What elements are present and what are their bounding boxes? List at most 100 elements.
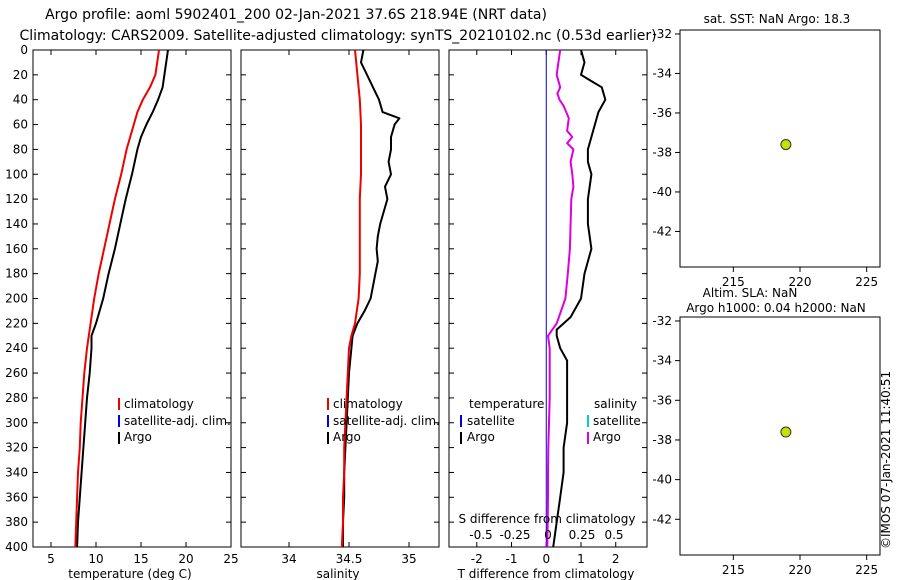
s-tick: 0.5 xyxy=(604,528,623,542)
salinity-axes: 34 34.5 35 xyxy=(241,49,439,566)
legend-label-argo: Argo xyxy=(124,430,152,444)
temperature-axes: 0 20 40 60 80 100 120 140 160 180 200 220 240 260 280 3… xyxy=(5,43,239,566)
x-tick-label: 5 xyxy=(47,552,55,566)
y-tick-label: 20 xyxy=(13,68,28,82)
sst-map-axes: -32 -34 -36 -38 -40 -42 215 220 225 xyxy=(652,27,878,289)
y-tick-label: 200 xyxy=(5,292,28,306)
series-line-climatology xyxy=(74,49,160,548)
y-tick-label: 260 xyxy=(5,366,28,380)
series-line-argo xyxy=(342,49,401,547)
x-tick-label: 35 xyxy=(401,552,416,566)
salinity-panel-frame xyxy=(240,49,440,548)
y-tick-label: 240 xyxy=(5,341,28,355)
difference-legend: temperature satellite Argo salinity sate… xyxy=(460,397,641,444)
map-y-tick-label: -36 xyxy=(652,106,672,120)
y-tick-label: 300 xyxy=(5,416,28,430)
legend-swatch-argo xyxy=(118,432,120,444)
legend-swatch-climatology xyxy=(327,398,329,410)
x-tick-label: 1 xyxy=(577,552,585,566)
temperature-legend: climatology satellite-adj. clim. Argo xyxy=(118,397,231,444)
s-tick: -0.5 xyxy=(469,528,492,542)
x-tick-label: 25 xyxy=(223,552,238,566)
y-tick-label: 320 xyxy=(5,441,28,455)
map-y-tick-label: -38 xyxy=(652,433,672,447)
x-tick-label: 2 xyxy=(612,552,620,566)
map-x-tick-label: 215 xyxy=(722,275,745,289)
sla-map-title-line2: Argo h1000: 0.04 h2000: NaN xyxy=(686,301,866,315)
legend-swatch-t-argo xyxy=(460,432,462,444)
x-tick-label: 10 xyxy=(88,552,103,566)
map-x-tick-label: 225 xyxy=(855,275,878,289)
x-tick-label: -1 xyxy=(506,552,518,566)
figure-title-line1: Argo profile: aoml 5902401_200 02-Jan-20… xyxy=(45,7,547,23)
credit-text: ©IMOS 07-Jan-2021 11:40:51 xyxy=(879,371,893,549)
sst-map-frame xyxy=(679,29,881,268)
series-line-climatology xyxy=(340,49,362,548)
s-tick: -0.25 xyxy=(499,528,530,542)
y-tick-label: 380 xyxy=(5,515,28,529)
legend-swatch-satellite-adj xyxy=(118,415,120,427)
argo-float-marker xyxy=(780,139,792,151)
series-line-argo xyxy=(76,49,169,548)
salinity-xlabel: salinity xyxy=(316,567,359,580)
difference-xlabel: T difference from climatology xyxy=(457,567,635,580)
legend-swatch-s-satellite xyxy=(587,415,589,427)
x-tick-label: 34 xyxy=(281,552,296,566)
map-y-tick-label: -36 xyxy=(652,393,672,407)
map-y-tick-label: -40 xyxy=(652,185,672,199)
difference-axes: -2 -1 0 1 2 xyxy=(449,49,647,566)
x-tick-label: 15 xyxy=(133,552,148,566)
legend-title-temperature: temperature xyxy=(469,397,544,411)
y-tick-label: 140 xyxy=(5,217,28,231)
temperature-xlabel: temperature (deg C) xyxy=(68,567,191,580)
map-y-tick-label: -42 xyxy=(652,224,672,238)
map-y-tick-label: -32 xyxy=(652,27,672,41)
legend-label-satellite-adj: satellite-adj. clim. xyxy=(333,414,440,428)
legend-label-t-satellite: satellite xyxy=(467,414,515,428)
x-tick-label: 34.5 xyxy=(336,552,363,566)
y-tick-label: 160 xyxy=(5,242,28,256)
argo-float-marker xyxy=(780,426,792,438)
legend-swatch-argo xyxy=(327,432,329,444)
series-line-t-difference-argo xyxy=(552,49,607,548)
sla-map-frame xyxy=(679,316,881,556)
y-tick-label: 220 xyxy=(5,316,28,330)
x-tick-label: 20 xyxy=(178,552,193,566)
map-x-tick-label: 220 xyxy=(789,563,812,577)
series-line-s-difference-argo xyxy=(546,49,575,548)
salinity-legend: climatology satellite-adj. clim. Argo xyxy=(327,397,440,444)
map-y-tick-label: -42 xyxy=(652,512,672,526)
legend-title-salinity: salinity xyxy=(594,397,637,411)
map-y-tick-label: -38 xyxy=(652,145,672,159)
y-tick-label: 100 xyxy=(5,167,28,181)
y-tick-label: 40 xyxy=(13,93,28,107)
legend-label-climatology: climatology xyxy=(124,397,194,411)
y-tick-label: 280 xyxy=(5,391,28,405)
legend-swatch-satellite-adj xyxy=(327,415,329,427)
s-tick: 0.25 xyxy=(569,528,596,542)
y-tick-label: 60 xyxy=(13,118,28,132)
map-y-tick-label: -40 xyxy=(652,473,672,487)
temperature-panel-frame xyxy=(32,49,232,548)
legend-label-s-satellite: satellite xyxy=(593,414,641,428)
s-difference-ticks: -0.5 -0.25 0 0.25 0.5 xyxy=(469,528,623,542)
legend-label-satellite-adj: satellite-adj. clim. xyxy=(124,414,231,428)
y-tick-label: 120 xyxy=(5,192,28,206)
map-y-tick-label: -34 xyxy=(652,66,672,80)
legend-label-climatology: climatology xyxy=(333,397,403,411)
sla-map-title-line1: Altim. SLA: NaN xyxy=(703,286,798,300)
y-tick-label: 0 xyxy=(20,43,28,57)
figure-title-line2: Climatology: CARS2009. Satellite-adjuste… xyxy=(19,28,656,44)
y-tick-label: 180 xyxy=(5,267,28,281)
x-tick-label: 0 xyxy=(542,552,550,566)
legend-swatch-climatology xyxy=(118,398,120,410)
s-tick: 0 xyxy=(544,528,552,542)
s-difference-label: S difference from climatology xyxy=(459,512,636,526)
legend-label-argo: Argo xyxy=(333,430,361,444)
legend-swatch-s-argo xyxy=(587,432,589,444)
map-x-tick-label: 225 xyxy=(855,563,878,577)
x-tick-label: -2 xyxy=(471,552,483,566)
map-x-tick-label: 220 xyxy=(789,275,812,289)
legend-label-s-argo: Argo xyxy=(593,430,621,444)
